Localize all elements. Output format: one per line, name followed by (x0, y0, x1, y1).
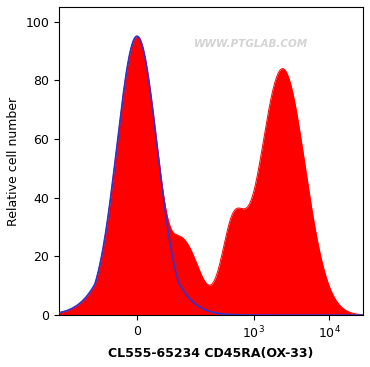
Text: WWW.PTGLAB.COM: WWW.PTGLAB.COM (194, 39, 308, 49)
Y-axis label: Relative cell number: Relative cell number (7, 97, 20, 226)
X-axis label: CL555-65234 CD45RA(OX-33): CL555-65234 CD45RA(OX-33) (108, 347, 314, 360)
